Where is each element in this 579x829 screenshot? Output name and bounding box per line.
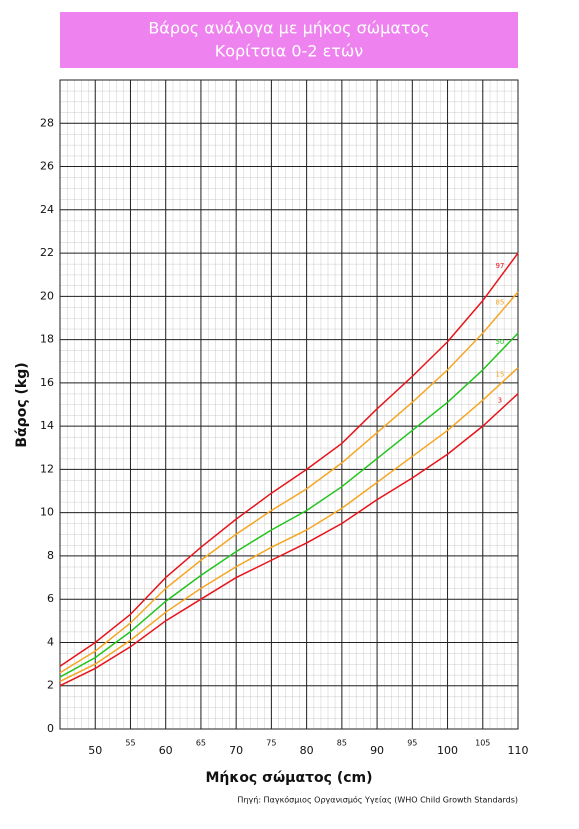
x-tick-label: 60 — [159, 744, 173, 757]
y-tick-label: 18 — [40, 333, 54, 346]
y-tick-label: 0 — [47, 722, 54, 735]
y-tick-label: 10 — [40, 506, 54, 519]
plot-area — [60, 80, 518, 729]
x-tick-label: 95 — [407, 739, 417, 748]
curve-label: 50 — [495, 338, 504, 346]
x-axis-label: Μήκος σώματος (cm) — [205, 770, 372, 786]
y-tick-label: 14 — [40, 419, 54, 432]
curve-label: 15 — [495, 371, 504, 379]
x-tick-label: 110 — [508, 744, 529, 757]
x-tick-label: 75 — [266, 739, 276, 748]
y-tick-label: 12 — [40, 462, 54, 475]
chart-subtitle: Κορίτσια 0-2 ετών — [215, 42, 364, 61]
percentile-curve — [59, 252, 519, 667]
y-tick-label: 22 — [40, 246, 54, 259]
percentile-curve — [59, 367, 519, 683]
source-note: Πηγή: Παγκόσμιος Οργανισμός Υγείας (WHO … — [237, 795, 518, 805]
title-box — [60, 12, 518, 68]
percentile-curve — [59, 291, 519, 674]
y-tick-label: 6 — [47, 592, 54, 605]
y-tick-label: 28 — [40, 116, 54, 129]
x-tick-label: 70 — [229, 744, 243, 757]
x-tick-label: 55 — [125, 739, 135, 748]
percentile-curve — [59, 393, 519, 687]
x-tick-label: 100 — [437, 744, 458, 757]
curve-label: 85 — [495, 298, 504, 306]
x-tick-label: 90 — [370, 744, 384, 757]
curve-label: 97 — [495, 262, 504, 270]
y-tick-label: 4 — [47, 635, 54, 648]
y-tick-label: 2 — [47, 679, 54, 692]
x-tick-label: 105 — [475, 739, 490, 748]
y-tick-label: 16 — [40, 376, 54, 389]
y-tick-label: 8 — [47, 549, 54, 562]
y-tick-label: 26 — [40, 160, 54, 173]
x-tick-label: 80 — [300, 744, 314, 757]
chart-title: Βάρος ανάλογα με μήκος σώματος — [148, 19, 429, 38]
y-tick-label: 24 — [40, 203, 54, 216]
percentile-curve — [59, 332, 519, 678]
y-tick-label: 20 — [40, 289, 54, 302]
x-tick-label: 65 — [196, 739, 206, 748]
x-tick-label: 85 — [337, 739, 347, 748]
y-axis-label: Βάρος (kg) — [14, 362, 30, 447]
curve-label: 3 — [498, 397, 502, 405]
x-tick-label: 50 — [88, 744, 102, 757]
